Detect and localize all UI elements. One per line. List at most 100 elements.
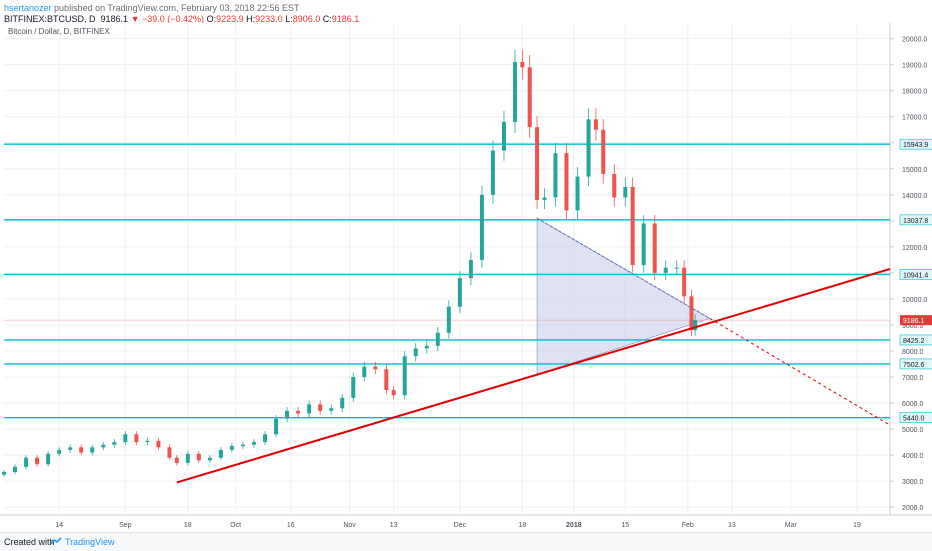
candle-body: [479, 194, 484, 260]
y-tick-label: 2000.0: [902, 505, 924, 512]
x-tick-label: Dec: [454, 522, 467, 529]
last-price-text: 9186.1: [100, 14, 129, 24]
candle-body: [542, 197, 547, 201]
level-price-label: 7502.6: [903, 362, 925, 369]
y-tick-label: 12000.0: [902, 245, 927, 252]
candle-body: [520, 62, 525, 68]
candle-body: [296, 410, 301, 414]
level-price-tag: [899, 214, 932, 226]
x-tick-label: 18: [184, 522, 192, 529]
x-tick-label: Mar: [785, 522, 798, 529]
y-tick-label: 9000.0: [902, 323, 924, 330]
candle-body: [185, 453, 190, 463]
level-price-label: 15943.9: [903, 142, 928, 149]
candle-body: [156, 440, 161, 448]
y-tick-label: 5000.0: [902, 427, 924, 434]
candle-body: [553, 153, 558, 198]
candle-body: [263, 434, 268, 443]
candle-body: [674, 267, 679, 269]
last-price-tag-label: 9186.1: [903, 318, 925, 325]
candle-body: [575, 176, 580, 211]
plot-area: [0, 23, 890, 515]
y-tick-label: 20000.0: [902, 37, 927, 44]
y-tick-label: 8000.0: [902, 349, 924, 356]
chart-title: Bitcoin / Dollar, D, BITFINEX: [8, 27, 110, 36]
y-tick-label: 17000.0: [902, 115, 927, 122]
low-label: L:: [285, 14, 293, 24]
y-tick-label: 6000.0: [902, 401, 924, 408]
candle-body: [57, 449, 62, 454]
candle-body: [274, 418, 279, 435]
candle-body: [564, 153, 569, 211]
candle-body: [318, 404, 323, 411]
candle-body: [229, 446, 234, 450]
candle-body: [13, 466, 18, 473]
x-tick-label: 13: [728, 522, 736, 529]
tradingview-brand-link[interactable]: TradingView: [65, 537, 115, 547]
publisher-line: hsertanozer published on TradingView.com…: [4, 3, 300, 13]
level-price-label: 8425.2: [903, 338, 925, 345]
support-trendline: [176, 268, 891, 484]
y-tick-label: 4000.0: [902, 453, 924, 460]
last-price-tag: [900, 315, 932, 326]
y-tick-label: 3000.0: [902, 479, 924, 486]
candle-body: [457, 278, 462, 307]
candle-body: [167, 447, 172, 458]
candle-body: [501, 121, 506, 151]
candle-body: [593, 119, 598, 130]
candle-body: [402, 356, 407, 396]
candle-body: [196, 453, 201, 461]
footer-bar: Created with TradingView: [0, 532, 932, 551]
candle-body: [424, 345, 429, 349]
candle-body: [240, 444, 245, 447]
x-tick-label: 16: [287, 522, 295, 529]
candle-body: [24, 457, 29, 467]
candle-body: [218, 449, 223, 458]
y-tick-label: 7000.0: [902, 375, 924, 382]
author-link[interactable]: hsertanozer: [4, 3, 52, 13]
candle-body: [79, 447, 84, 453]
candle-body: [145, 440, 150, 443]
candle-body: [682, 267, 687, 297]
down-arrow-icon: ▼: [130, 14, 140, 24]
close-label: C:: [322, 14, 332, 24]
price-chart[interactable]: 2000.0 3000.0 4000.0 5000.0 6000.0 7000.0 8000…: [0, 23, 932, 532]
close-value: 9186.1: [331, 14, 360, 24]
candle-body: [391, 390, 396, 396]
y-tick-label: 15000.0: [902, 167, 927, 174]
high-label: H:: [246, 14, 256, 24]
candle-body: [601, 129, 606, 174]
level-price-tag: [899, 412, 932, 423]
candle-body: [612, 173, 617, 198]
candle-body: [630, 187, 635, 266]
y-tick-label: 18000.0: [902, 89, 927, 96]
candle-body: [207, 457, 212, 461]
candle-body: [112, 442, 117, 445]
candle-body: [663, 267, 668, 273]
candle-body: [251, 442, 256, 445]
high-value: 9233.0: [255, 14, 283, 24]
x-tick-label: Feb: [682, 522, 694, 529]
candle-body: [623, 187, 628, 198]
x-tick-label: 2018: [566, 522, 582, 529]
level-price-label: 5440.0: [903, 416, 925, 423]
x-tick-label: 13: [390, 522, 398, 529]
candle-body: [174, 457, 179, 463]
y-tick-label: 19000.0: [902, 63, 927, 70]
x-tick-label: Nov: [343, 522, 356, 529]
candle-body: [35, 457, 40, 465]
open-label: O:: [206, 14, 217, 24]
candle-body: [373, 366, 378, 370]
candle-body: [68, 447, 73, 450]
candle-body: [362, 366, 367, 378]
y-tick-label: 10000.0: [902, 297, 927, 304]
tradingview-logo-icon: [50, 537, 62, 545]
candle-body: [468, 259, 473, 279]
x-tick-label: 15: [621, 522, 629, 529]
x-tick-label: 18: [518, 522, 526, 529]
candle-body: [384, 369, 389, 391]
x-tick-label: 14: [55, 522, 63, 529]
candle-body: [123, 434, 128, 443]
candle-body: [340, 397, 345, 409]
candle-body: [527, 67, 532, 128]
